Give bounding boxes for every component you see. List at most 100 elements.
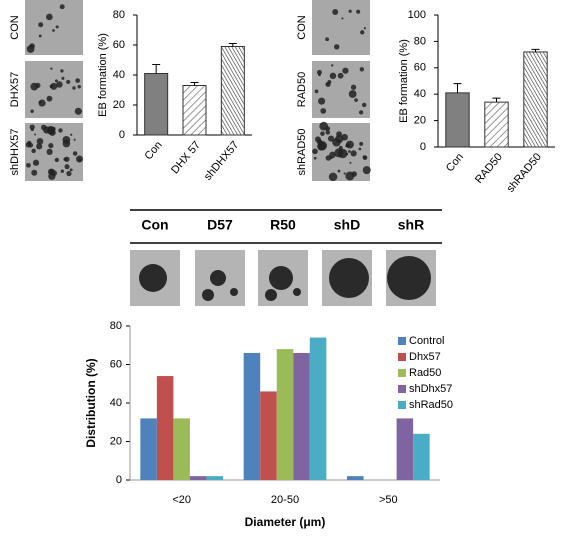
y-tick-label: 40 [110,397,122,409]
legend-label: shDhx57 [409,383,452,395]
cell-body [32,159,40,166]
x-tick-label: shDHX57 [202,139,241,183]
embryoid-body [202,289,214,301]
cell-body [46,95,53,102]
cell-body [49,84,54,89]
cell-body [56,81,63,88]
embryoid-body [265,289,277,301]
cell-body [360,30,365,35]
micrograph-label: CON [296,15,308,40]
cell-body [325,155,332,161]
column-header: shR [398,217,424,233]
cell-body [348,90,357,98]
cell-body [338,145,343,150]
micrograph-label: DHX57 [9,72,21,107]
micrograph-label: shRAD50 [296,128,308,175]
cell-body [328,172,338,182]
cell-body [325,130,331,135]
legend-label: Rad50 [409,367,441,379]
cell-body [361,102,367,108]
bar [293,352,310,480]
y-tick-label: 40 [113,69,125,81]
cell-body [316,69,322,75]
cell-body [63,157,68,162]
micrograph-label: RAD50 [296,72,308,107]
error-bar [531,48,540,52]
cell-body [54,157,60,163]
micrograph-label: CON [9,15,21,40]
cell-body [314,136,321,143]
bar [182,85,207,136]
cell-body [325,37,330,42]
cell-body [66,79,71,84]
y-tick-label: 20 [110,435,122,447]
cell-body [342,67,349,74]
bar [140,418,157,480]
y-tick-label: 80 [414,35,426,47]
bar [206,476,223,480]
bar [276,349,294,480]
cell-body [345,171,355,181]
cell-body [38,99,46,107]
bar [156,376,174,480]
cell-body [335,134,344,144]
legend-label: shRad50 [409,399,453,411]
cell-body [36,138,44,145]
cell-body [314,89,319,94]
y-axis-title: Distribution (%) [84,358,98,447]
x-tick-label: shRAD50 [505,151,544,195]
cell-body [64,164,70,170]
x-tick-label: Con [143,139,165,162]
column-header: Con [141,217,168,233]
y-tick-label: 80 [113,9,125,21]
cell-body [62,139,71,148]
cell-body [77,85,81,89]
cell-body [30,127,34,132]
cell-body [350,84,357,90]
micrograph-label: shDHX57 [9,128,21,175]
cell-body [48,142,54,149]
column-header: shD [334,217,360,233]
x-tick-label: DHX 57 [169,139,203,176]
cell-body [69,168,73,172]
x-tick-label: 20-50 [271,494,299,506]
cell-body [359,141,364,146]
cell-body [38,34,42,38]
bar [347,476,364,480]
cell-body [36,143,43,150]
cell-body [325,82,328,85]
bar [173,418,190,480]
bar [260,391,277,480]
cell-body [327,80,332,84]
cell-body [341,17,344,20]
legend-swatch [398,401,406,409]
cell-body [329,72,337,80]
embryoid-body [293,288,301,296]
bar [396,418,414,480]
bar [413,433,430,480]
cell-body [320,131,325,136]
cell-body [320,108,327,114]
embryoid-body [230,288,238,296]
error-bar [228,43,237,47]
embryoid-body [210,270,226,286]
cell-body [331,64,334,67]
cell-body [319,141,323,145]
cell-body [29,124,35,130]
cell-body [74,107,82,115]
cell-body [59,4,65,10]
cell-body [47,168,55,176]
y-tick-label: 0 [420,141,426,153]
bar [243,352,261,480]
cell-body [31,148,36,154]
bar [144,73,169,136]
bar [445,92,470,148]
cell-body [359,67,365,72]
y-axis-title: EB formation (%) [97,33,109,117]
cell-body [348,9,352,13]
cell-body [58,128,63,133]
cell-body [78,158,81,162]
cell-body [312,148,318,155]
y-axis-title: EB formation (%) [398,39,410,123]
cell-body [30,109,34,113]
